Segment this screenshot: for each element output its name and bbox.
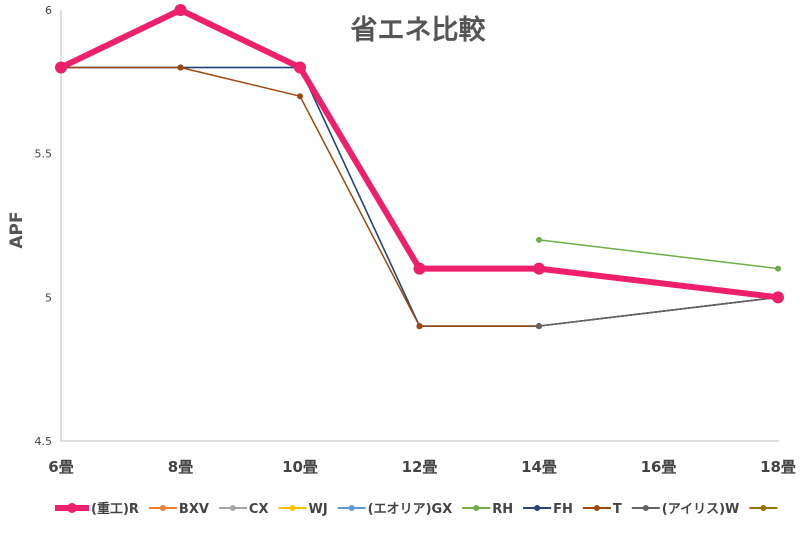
x-tick-label: 18畳	[760, 458, 796, 476]
data-point	[55, 61, 67, 74]
legend-label: FH	[553, 502, 573, 517]
series-line-segment	[538, 296, 779, 327]
data-point	[297, 93, 303, 100]
y-axis-label: APF	[7, 211, 27, 248]
legend-item: WJ	[278, 502, 328, 517]
legend-swatch-marker	[760, 505, 767, 511]
series-line-segment	[299, 95, 421, 327]
y-tick-label: 5	[45, 291, 52, 304]
legend-swatch-marker	[642, 505, 649, 511]
series-line-segment	[58, 7, 184, 71]
y-tick-labels: 4.5 5 5.5 6	[35, 4, 53, 448]
x-tick-labels: 6畳 8畳 10畳 12畳 14畳 16畳 18畳	[48, 458, 796, 476]
series-5	[536, 236, 781, 272]
legend-swatch-marker	[593, 505, 600, 511]
series-line-segment	[179, 66, 301, 97]
series-line-segment	[177, 7, 303, 71]
data-point	[536, 236, 542, 243]
series-0	[55, 4, 784, 304]
data-point	[413, 262, 426, 275]
data-point	[533, 262, 545, 275]
legend-label: CX	[249, 502, 269, 517]
series-6	[58, 64, 781, 330]
legend-label: T	[613, 502, 622, 517]
x-tick-label: 6畳	[48, 458, 73, 476]
y-tick-label: 6	[45, 4, 52, 17]
legend-item: (重工)R	[55, 501, 139, 517]
legend-item: BXV	[148, 502, 209, 517]
x-tick-label: 8畳	[168, 458, 193, 476]
legend-item: (アイリス)W	[631, 502, 740, 517]
series-line-segment	[297, 64, 423, 272]
x-tick-label: 14畳	[521, 458, 557, 476]
y-tick-label: 5.5	[35, 148, 53, 161]
legend-label: (アイリス)W	[662, 502, 740, 517]
data-point	[775, 265, 781, 272]
data-point	[772, 291, 784, 304]
legend-label: RH	[492, 502, 513, 517]
series-line-segment	[538, 239, 779, 270]
legend-swatch-marker	[229, 505, 236, 511]
data-point	[294, 61, 306, 74]
legend-label: (重工)R	[91, 501, 139, 517]
legend-item	[749, 505, 778, 511]
legend-swatch-marker	[289, 505, 296, 511]
legend-swatch-marker	[473, 505, 480, 511]
legend-swatch-marker	[67, 503, 77, 513]
legend-label: (エオリア)GX	[368, 502, 453, 517]
x-tick-label: 10畳	[282, 458, 318, 476]
series-4	[58, 64, 781, 330]
legend-label: BXV	[179, 502, 209, 517]
data-point	[177, 64, 184, 71]
legend-item: (エオリア)GX	[337, 502, 453, 517]
x-tick-label: 16畳	[641, 458, 677, 476]
legend-item: RH	[462, 502, 513, 517]
legend-label: WJ	[308, 502, 327, 517]
legend-item: T	[582, 502, 622, 517]
series-8	[536, 294, 781, 330]
legend-swatch-marker	[534, 505, 541, 511]
series-7	[58, 64, 781, 330]
chart-title: 省エネ比較	[351, 14, 487, 46]
y-tick-label: 4.5	[35, 435, 53, 448]
x-tick-label: 12畳	[402, 458, 438, 476]
legend-swatch-marker	[348, 505, 355, 511]
series-line-segment	[536, 265, 781, 301]
data-point	[536, 323, 542, 330]
data-point	[416, 323, 423, 330]
series-lines	[55, 4, 784, 330]
series-line-segment	[299, 66, 421, 327]
legend-item: CX	[218, 502, 269, 517]
data-point	[174, 4, 187, 16]
legend: (重工)R BXV CX WJ (エオリア)GX RH FH T (アイリス)W	[55, 501, 778, 517]
legend-item: FH	[523, 502, 573, 517]
legend-swatch-marker	[159, 505, 166, 511]
